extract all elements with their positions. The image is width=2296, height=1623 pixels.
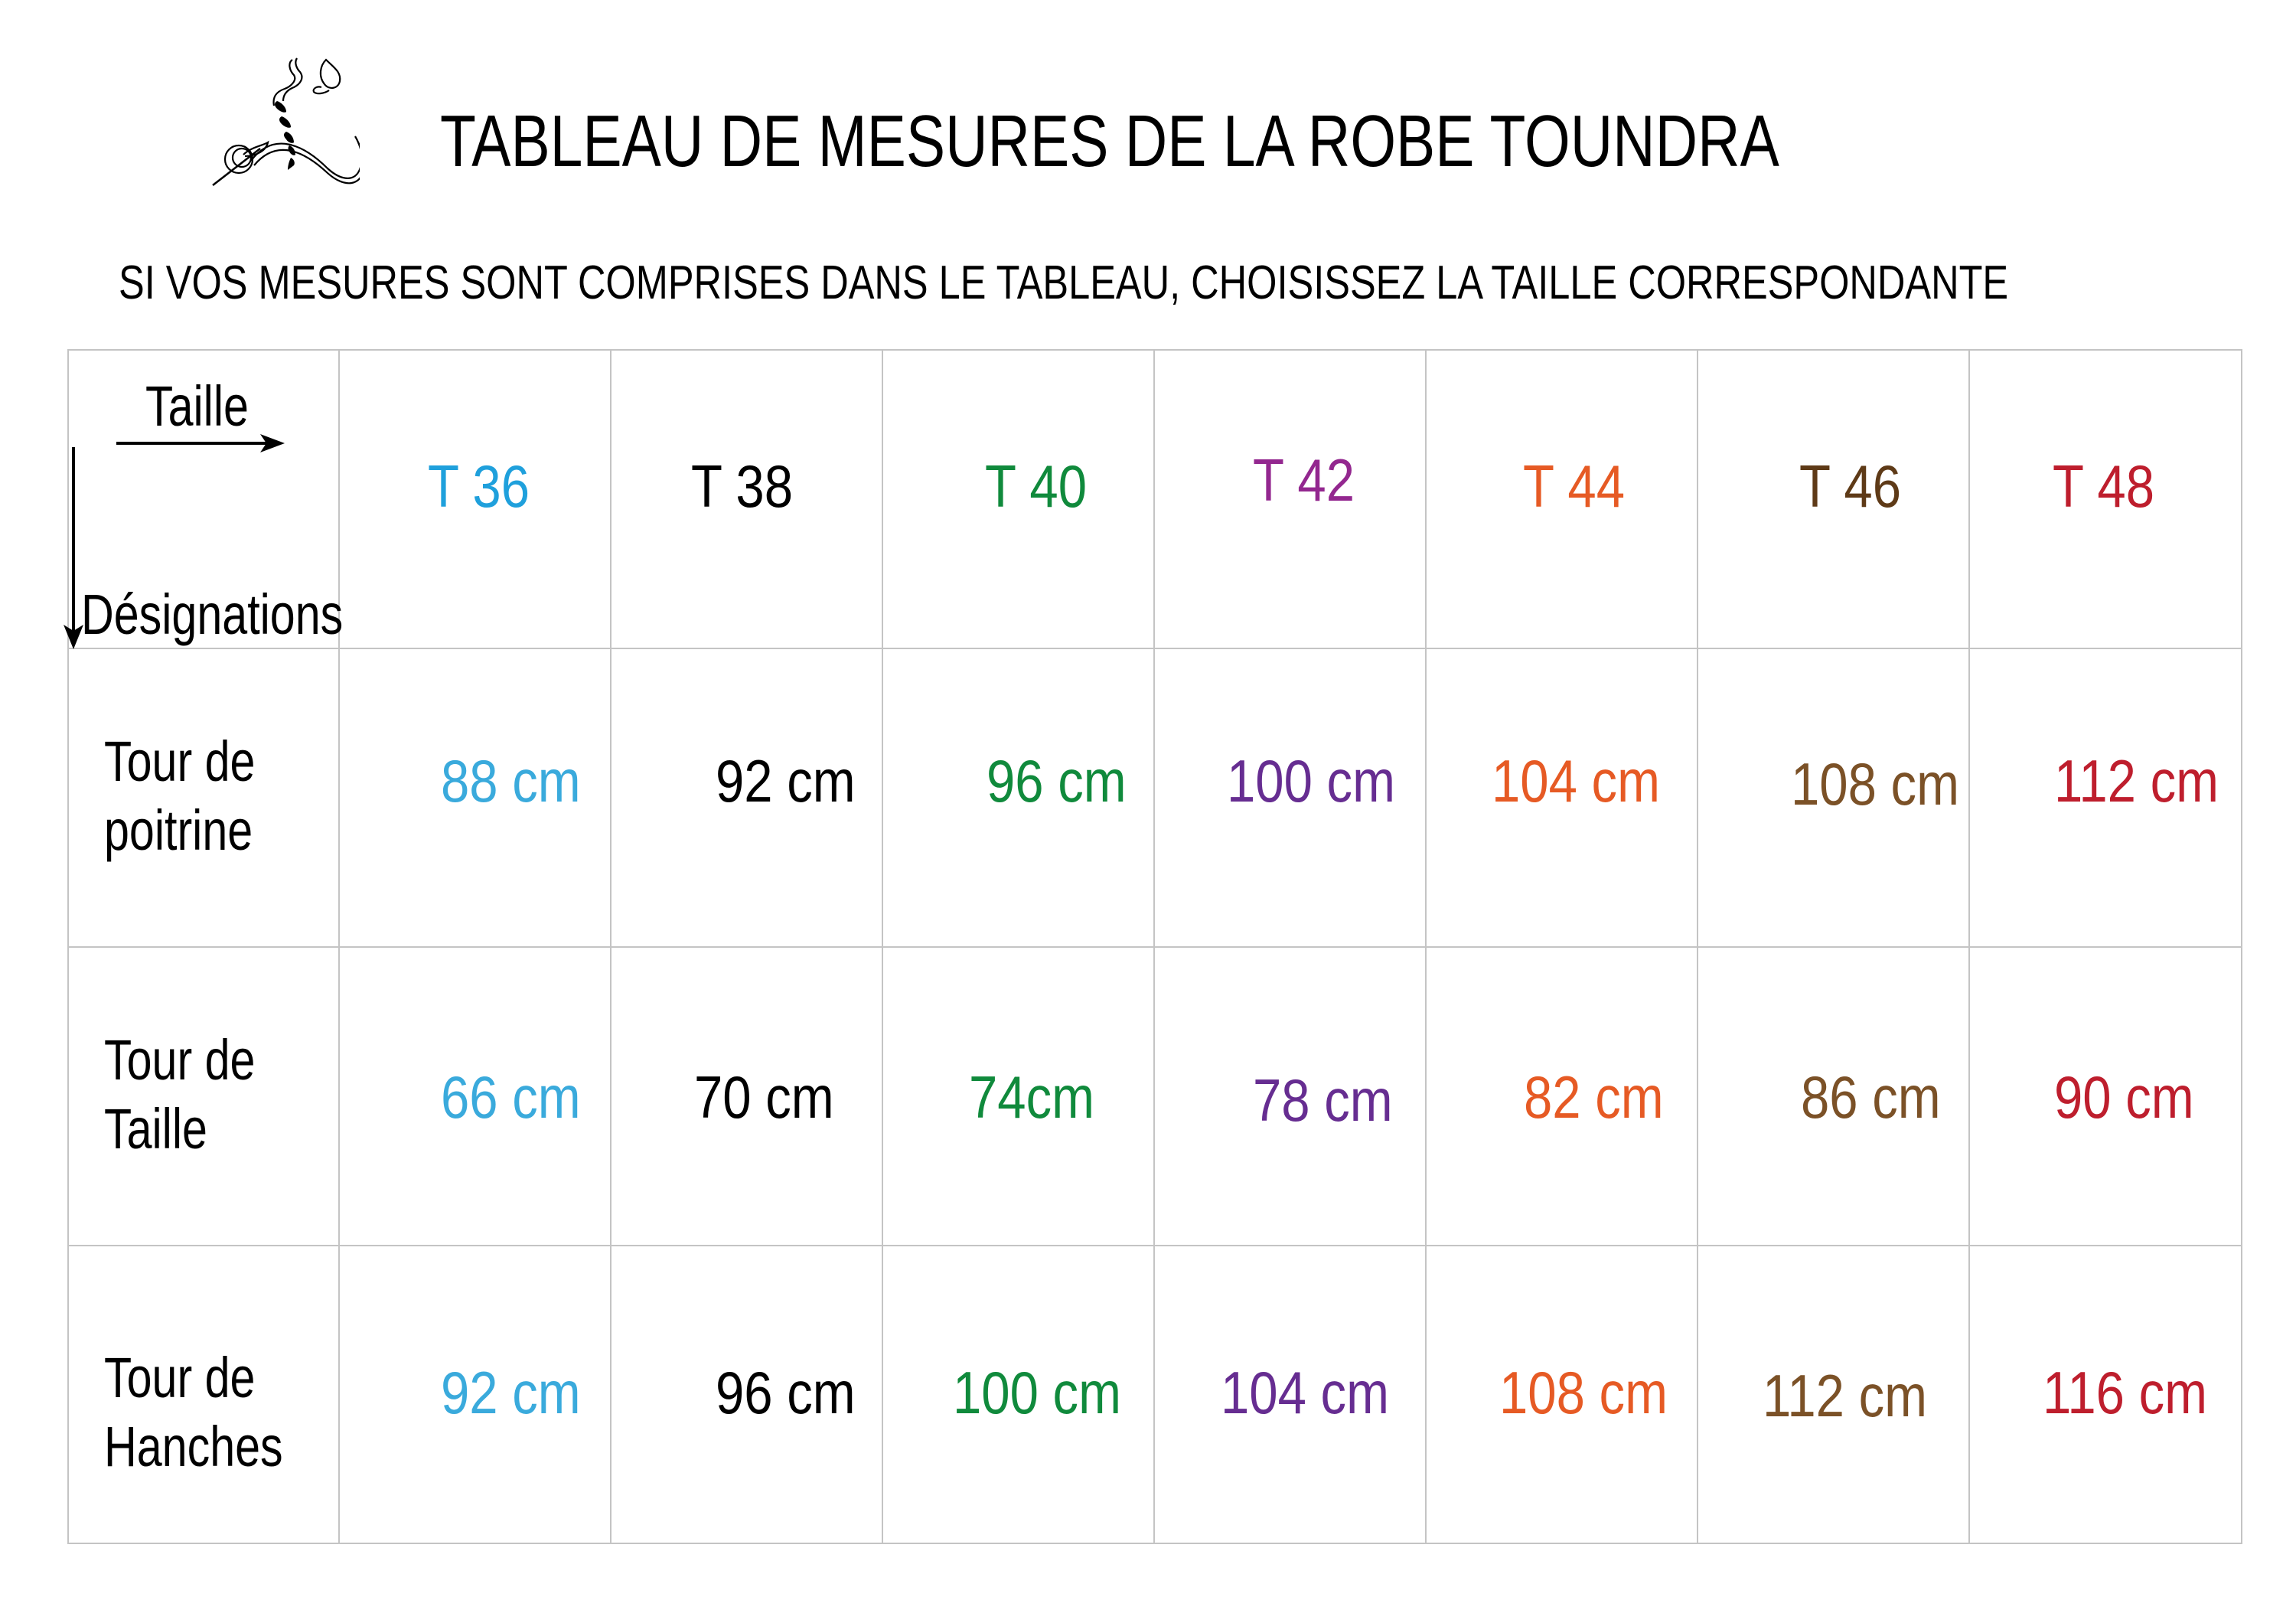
page-title: TABLEAU DE MESURES DE LA ROBE TOUNDRA: [440, 100, 2114, 184]
row-divider: [67, 648, 2242, 649]
column-divider: [338, 349, 340, 1544]
row-label-hips: Tour de Hanches: [104, 1346, 283, 1478]
table-border-right: [2241, 349, 2242, 1544]
row-divider: [67, 946, 2242, 948]
table-cell: 90 cm: [2054, 1063, 2194, 1131]
table-cell: 104 cm: [1221, 1359, 1389, 1426]
column-divider: [1697, 349, 1698, 1544]
table-cell: 108 cm: [1499, 1359, 1668, 1426]
table-border-left: [67, 349, 69, 1544]
column-divider: [1153, 349, 1155, 1544]
table-cell: 96 cm: [987, 747, 1127, 815]
table-cell: 92 cm: [716, 747, 856, 815]
page-title-text: TABLEAU DE MESURES DE LA ROBE TOUNDRA: [440, 100, 1779, 182]
table-cell: 70 cm: [694, 1063, 834, 1131]
column-divider: [1425, 349, 1427, 1544]
table-cell: 78 cm: [1253, 1066, 1393, 1134]
size-header-t42: T 42: [1253, 446, 1355, 514]
designation-axis-label: Désignations: [81, 583, 344, 646]
column-divider: [1968, 349, 1970, 1544]
instruction-subtitle: SI VOS MESURES SONT COMPRISES DANS LE TA…: [119, 256, 2296, 310]
size-axis-label: Taille: [145, 374, 249, 438]
size-header-t36: T 36: [428, 452, 530, 520]
column-divider: [882, 349, 883, 1544]
table-cell: 74cm: [969, 1063, 1095, 1131]
size-header-t44: T 44: [1523, 452, 1626, 520]
arrow-right-icon: [116, 434, 285, 452]
needle-and-thread-logo-icon: [212, 57, 360, 187]
size-header-t40: T 40: [985, 452, 1088, 520]
arrow-down-icon: [64, 447, 83, 649]
table-cell: 92 cm: [441, 1359, 581, 1426]
row-label-waist: Tour de Taille: [104, 1028, 256, 1161]
table-border-top: [67, 349, 2242, 351]
table-cell: 108 cm: [1791, 750, 1959, 818]
table-cell: 104 cm: [1492, 747, 1660, 815]
table-cell: 82 cm: [1524, 1063, 1664, 1131]
table-cell: 116 cm: [2043, 1359, 2207, 1426]
size-chart-table: [67, 349, 2242, 1544]
table-cell: 86 cm: [1801, 1063, 1941, 1131]
row-divider: [67, 1245, 2242, 1246]
size-header-t46: T 46: [1799, 452, 1902, 520]
table-cell: 112 cm: [2054, 747, 2219, 815]
size-header-t38: T 38: [691, 452, 794, 520]
instruction-text: SI VOS MESURES SONT COMPRISES DANS LE TA…: [119, 256, 2009, 309]
table-border-bottom: [67, 1543, 2242, 1544]
table-cell: 88 cm: [441, 747, 581, 815]
table-cell: 100 cm: [953, 1359, 1121, 1426]
table-cell: 66 cm: [441, 1063, 581, 1131]
table-cell: 112 cm: [1763, 1362, 1927, 1429]
column-divider: [610, 349, 612, 1544]
table-cell: 100 cm: [1227, 747, 1395, 815]
table-cell: 96 cm: [716, 1359, 856, 1426]
row-label-chest: Tour de poitrine: [104, 730, 256, 862]
size-header-t48: T 48: [2053, 452, 2155, 520]
